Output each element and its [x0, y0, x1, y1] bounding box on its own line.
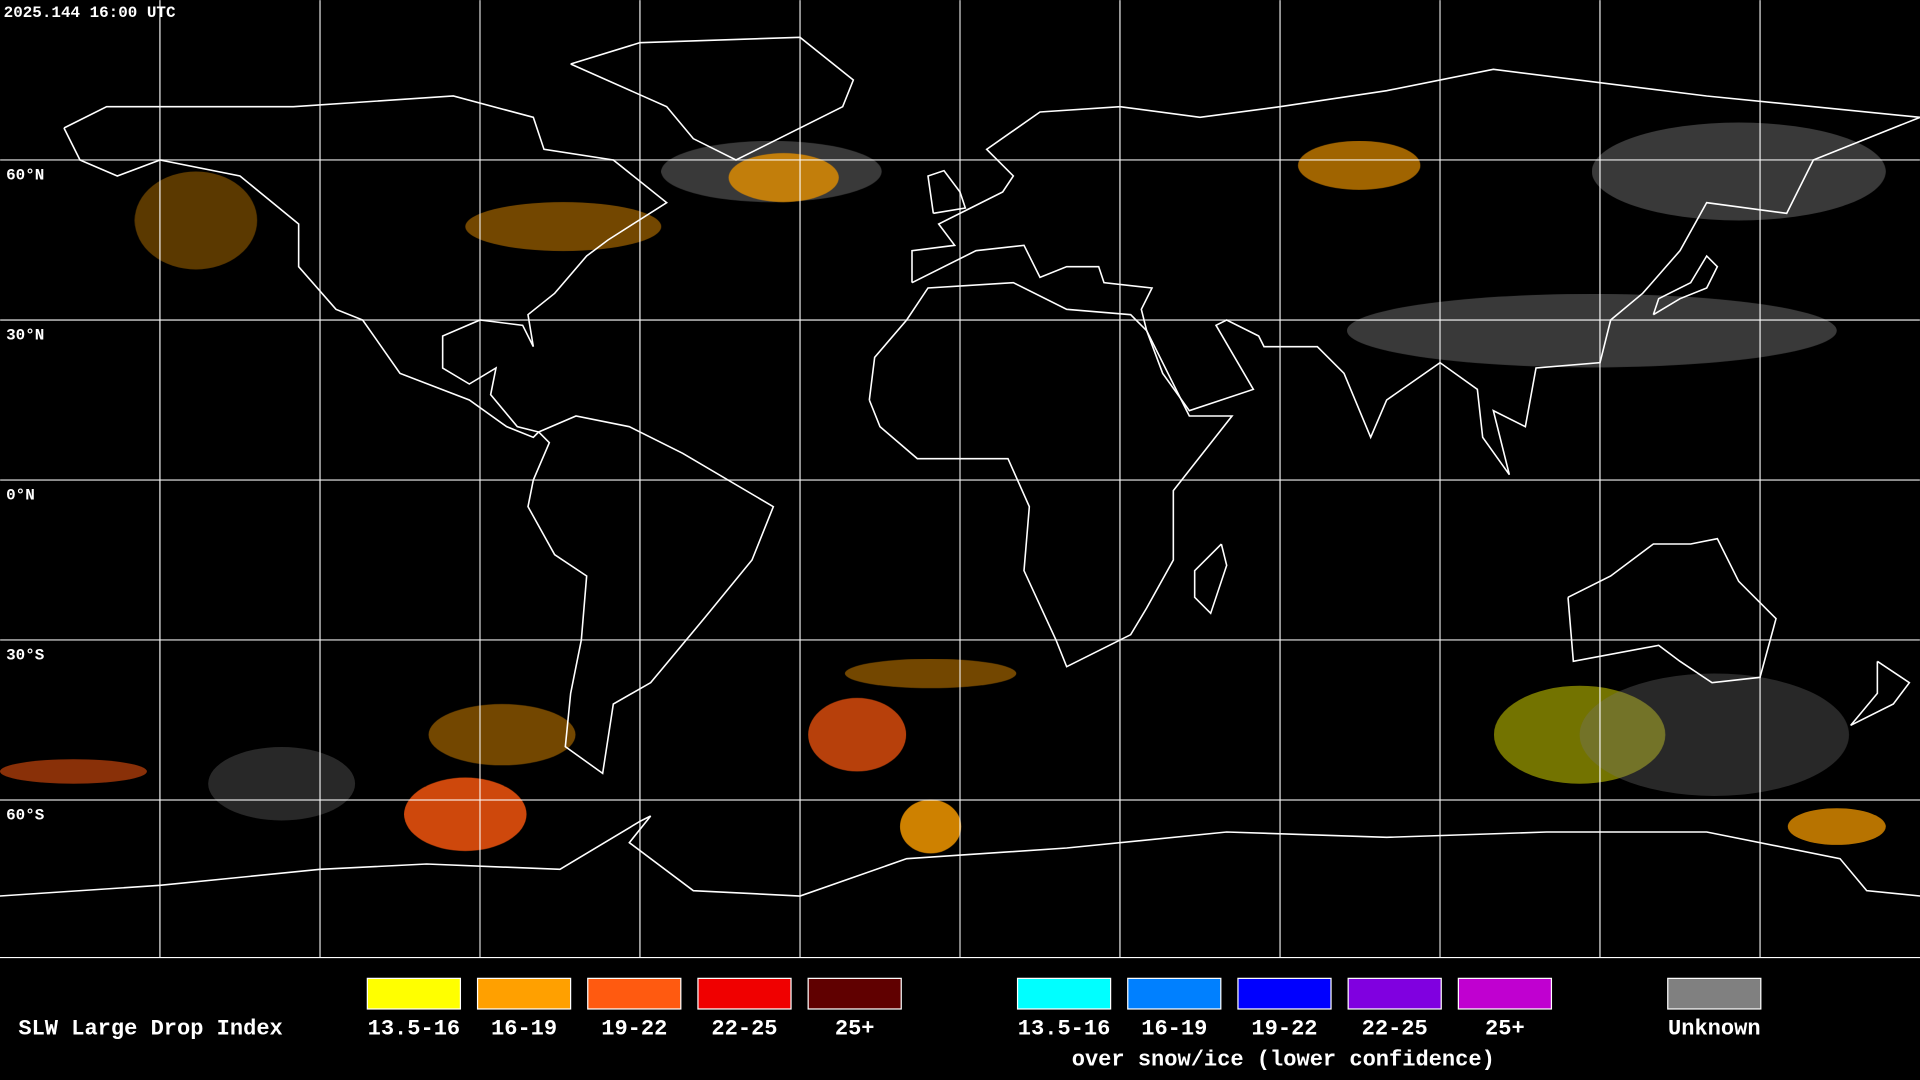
legend-swatch	[1237, 977, 1332, 1010]
coastlines	[0, 36, 1920, 897]
lat-label: 0°N	[6, 487, 35, 505]
coastline-eurasia	[911, 68, 1920, 476]
cloud-field	[0, 122, 1886, 854]
legend-label: 16-19	[491, 1017, 557, 1042]
legend-swatch	[807, 977, 902, 1010]
legend: 13.5-16 16-19 19-22 22-25 25+ 13.5-16 16-19 19-…	[366, 977, 1762, 1042]
legend-label: 25+	[835, 1017, 875, 1042]
legend-swatch	[1347, 977, 1442, 1010]
legend-title: SLW Large Drop Index	[18, 1017, 282, 1042]
legend-label: 19-22	[601, 1017, 667, 1042]
coastline-new-zealand	[1850, 660, 1911, 727]
lat-label: 30°S	[6, 647, 45, 665]
lat-label: 60°S	[6, 807, 45, 825]
coastline-greenland	[570, 36, 855, 161]
legend-label: 16-19	[1141, 1017, 1207, 1042]
legend-label: 13.5-16	[368, 1017, 461, 1042]
graticule: 60°N 30°N 0°N 30°S 60°S	[0, 0, 1920, 958]
coastline-australia	[1567, 537, 1777, 684]
legend-label: 13.5-16	[1018, 1017, 1111, 1042]
legend-label: 19-22	[1251, 1017, 1317, 1042]
legend-swatch	[1127, 977, 1222, 1010]
lat-label: 60°N	[6, 167, 44, 185]
coastline-north-america	[63, 95, 669, 439]
legend-swatch	[1667, 977, 1762, 1010]
legend-caption: over snow/ice (lower confidence)	[1072, 1047, 1495, 1072]
legend-swatch	[476, 977, 572, 1010]
legend-swatch	[366, 977, 462, 1010]
coastline-madagascar	[1193, 543, 1228, 615]
coastline-south-america	[527, 415, 775, 775]
lat-label: 30°N	[6, 327, 44, 345]
legend-swatch	[1016, 977, 1112, 1010]
legend-swatch	[587, 977, 682, 1010]
legend-label: 25+	[1485, 1017, 1525, 1042]
coastline-japan	[1652, 254, 1719, 316]
coastline-africa	[868, 281, 1234, 668]
legend-label: 22-25	[1362, 1017, 1428, 1042]
timestamp: 2025.144 16:00 UTC	[4, 4, 176, 22]
legend-swatch	[1457, 977, 1553, 1010]
legend-label: Unknown	[1668, 1017, 1761, 1042]
legend-label: 22-25	[711, 1017, 777, 1042]
legend-swatch	[697, 977, 792, 1010]
